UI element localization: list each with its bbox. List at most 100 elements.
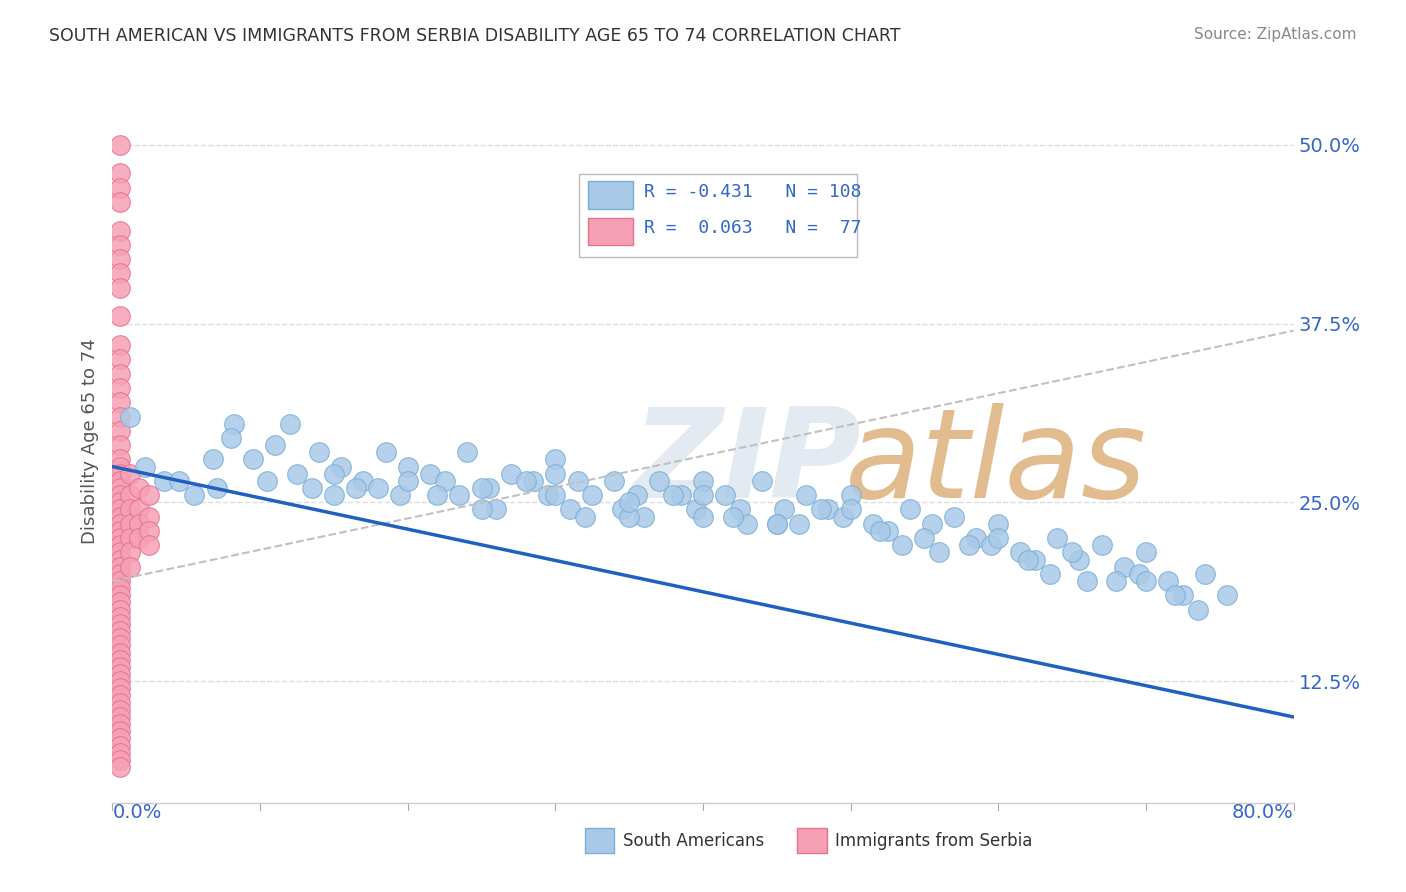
Point xyxy=(108,559,131,574)
Point xyxy=(108,509,131,524)
Text: 80.0%: 80.0% xyxy=(1232,803,1294,822)
Point xyxy=(108,538,131,552)
Point xyxy=(1187,602,1209,616)
Point xyxy=(1112,559,1135,574)
Point xyxy=(138,488,160,502)
Point xyxy=(108,166,131,180)
Point xyxy=(108,310,131,324)
Point xyxy=(108,696,131,710)
Text: Immigrants from Serbia: Immigrants from Serbia xyxy=(835,831,1032,850)
Point xyxy=(108,495,131,509)
Point xyxy=(285,467,308,481)
Point xyxy=(721,509,744,524)
Point xyxy=(108,267,131,281)
Point xyxy=(1076,574,1098,588)
Point xyxy=(108,632,131,646)
Point xyxy=(396,459,419,474)
Point xyxy=(1024,552,1046,566)
Point xyxy=(108,488,131,502)
Point xyxy=(787,516,810,531)
Point xyxy=(108,338,131,352)
Point xyxy=(876,524,898,538)
Point xyxy=(914,531,936,545)
Point xyxy=(108,502,131,516)
Point xyxy=(1194,566,1216,581)
Point xyxy=(108,574,131,588)
FancyBboxPatch shape xyxy=(579,174,856,257)
Text: R = -0.431   N = 108: R = -0.431 N = 108 xyxy=(644,183,862,201)
Point xyxy=(367,481,389,495)
Point xyxy=(108,281,131,295)
Point xyxy=(581,488,603,502)
Point xyxy=(796,488,818,502)
Point xyxy=(108,459,131,474)
Point xyxy=(426,488,449,502)
Point xyxy=(898,502,921,516)
Point xyxy=(108,724,131,739)
Point xyxy=(685,502,707,516)
Point xyxy=(456,445,478,459)
Point xyxy=(219,431,242,445)
Point xyxy=(1105,574,1128,588)
Point xyxy=(1216,588,1239,602)
Point xyxy=(330,459,353,474)
Point xyxy=(264,438,287,452)
Point xyxy=(301,481,323,495)
Point xyxy=(1135,574,1157,588)
Point xyxy=(167,474,190,488)
Point xyxy=(1069,552,1091,566)
FancyBboxPatch shape xyxy=(589,181,633,209)
Point xyxy=(987,516,1010,531)
Point xyxy=(603,474,626,488)
Point xyxy=(567,474,589,488)
Point xyxy=(108,237,131,252)
Point xyxy=(891,538,914,552)
Point xyxy=(120,531,142,545)
Point xyxy=(832,509,855,524)
Text: South Americans: South Americans xyxy=(623,831,763,850)
Point xyxy=(108,689,131,703)
Point xyxy=(108,581,131,595)
Y-axis label: Disability Age 65 to 74: Disability Age 65 to 74 xyxy=(80,339,98,544)
Point xyxy=(108,409,131,424)
Point xyxy=(537,488,560,502)
Point xyxy=(470,481,494,495)
Point xyxy=(1046,531,1069,545)
Point xyxy=(108,566,131,581)
Point xyxy=(766,516,789,531)
Point xyxy=(153,474,176,488)
Point xyxy=(396,474,419,488)
Point xyxy=(862,516,884,531)
Point xyxy=(714,488,737,502)
Point xyxy=(574,509,596,524)
Point xyxy=(108,739,131,753)
Point xyxy=(120,488,142,502)
FancyBboxPatch shape xyxy=(797,828,827,854)
Point xyxy=(308,445,330,459)
Text: atlas: atlas xyxy=(845,402,1147,524)
Point xyxy=(352,474,374,488)
Point xyxy=(515,474,537,488)
Text: 0.0%: 0.0% xyxy=(112,803,162,822)
Point xyxy=(138,538,160,552)
Point xyxy=(108,753,131,767)
Point xyxy=(108,667,131,681)
Point xyxy=(108,545,131,559)
Point xyxy=(633,509,655,524)
Point xyxy=(692,488,714,502)
Point xyxy=(128,481,150,495)
Point xyxy=(470,502,494,516)
Point xyxy=(108,252,131,266)
Point xyxy=(108,746,131,760)
Point xyxy=(108,595,131,609)
Point xyxy=(942,509,965,524)
Point xyxy=(108,681,131,696)
Point xyxy=(419,467,441,481)
Text: Source: ZipAtlas.com: Source: ZipAtlas.com xyxy=(1194,27,1357,42)
Point xyxy=(108,381,131,395)
Point xyxy=(108,452,131,467)
Point xyxy=(108,438,131,452)
Point xyxy=(728,502,751,516)
Point xyxy=(108,531,131,545)
Point xyxy=(558,502,582,516)
